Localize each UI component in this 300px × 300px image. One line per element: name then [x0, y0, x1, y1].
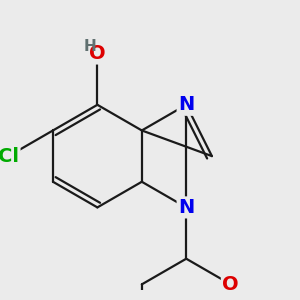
- Text: O: O: [222, 275, 239, 294]
- Text: N: N: [178, 95, 194, 114]
- Text: H: H: [84, 39, 97, 54]
- Text: O: O: [89, 44, 106, 63]
- Text: Cl: Cl: [0, 147, 19, 166]
- Text: N: N: [178, 198, 194, 217]
